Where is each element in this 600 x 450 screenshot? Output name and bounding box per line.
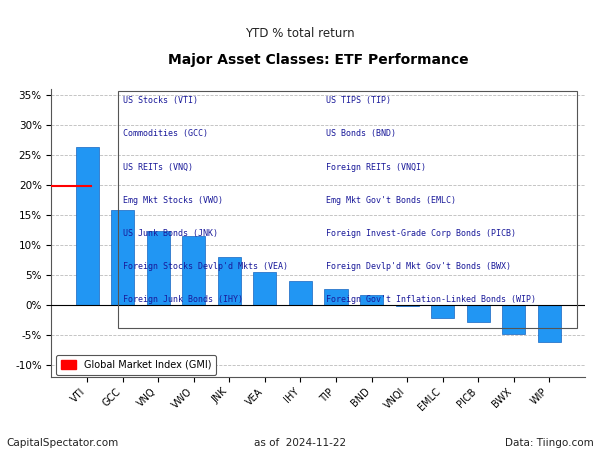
Bar bbox=[502, 305, 525, 333]
Text: US Bonds (BND): US Bonds (BND) bbox=[326, 130, 396, 139]
Bar bbox=[431, 305, 454, 318]
Text: YTD % total return: YTD % total return bbox=[245, 27, 355, 40]
Bar bbox=[289, 281, 312, 305]
Bar bbox=[395, 305, 419, 306]
Text: Foreign Invest-Grade Corp Bonds (PICB): Foreign Invest-Grade Corp Bonds (PICB) bbox=[326, 229, 516, 238]
Text: Foreign Stocks Devlp'd Mkts (VEA): Foreign Stocks Devlp'd Mkts (VEA) bbox=[124, 262, 289, 271]
Text: Foreign REITs (VNQI): Foreign REITs (VNQI) bbox=[326, 162, 426, 171]
Title: Major Asset Classes: ETF Performance: Major Asset Classes: ETF Performance bbox=[168, 53, 469, 67]
Bar bbox=[76, 147, 99, 305]
Bar bbox=[538, 305, 561, 342]
Bar bbox=[253, 272, 277, 305]
Text: US REITs (VNQ): US REITs (VNQ) bbox=[124, 162, 193, 171]
Text: CapitalSpectator.com: CapitalSpectator.com bbox=[6, 437, 118, 447]
Bar bbox=[111, 210, 134, 305]
Text: Foreign Devlp'd Mkt Gov't Bonds (BWX): Foreign Devlp'd Mkt Gov't Bonds (BWX) bbox=[326, 262, 511, 271]
Bar bbox=[218, 257, 241, 305]
Text: Data: Tiingo.com: Data: Tiingo.com bbox=[505, 437, 594, 447]
Text: as of  2024-11-22: as of 2024-11-22 bbox=[254, 437, 346, 447]
Bar bbox=[360, 295, 383, 305]
Text: Emg Mkt Gov't Bonds (EMLC): Emg Mkt Gov't Bonds (EMLC) bbox=[326, 196, 456, 205]
Text: Foreign Junk Bonds (IHY): Foreign Junk Bonds (IHY) bbox=[124, 295, 244, 304]
Bar bbox=[467, 305, 490, 322]
Legend: Global Market Index (GMI): Global Market Index (GMI) bbox=[56, 355, 216, 375]
Text: US TIPS (TIP): US TIPS (TIP) bbox=[326, 96, 391, 105]
Bar bbox=[182, 236, 205, 305]
Text: Emg Mkt Stocks (VWO): Emg Mkt Stocks (VWO) bbox=[124, 196, 223, 205]
Text: US Junk Bonds (JNK): US Junk Bonds (JNK) bbox=[124, 229, 218, 238]
Text: Commodities (GCC): Commodities (GCC) bbox=[124, 130, 208, 139]
Text: US Stocks (VTI): US Stocks (VTI) bbox=[124, 96, 199, 105]
Text: Foreign Gov't Inflation-Linked Bonds (WIP): Foreign Gov't Inflation-Linked Bonds (WI… bbox=[326, 295, 536, 304]
Bar bbox=[325, 289, 347, 305]
Bar bbox=[147, 230, 170, 305]
